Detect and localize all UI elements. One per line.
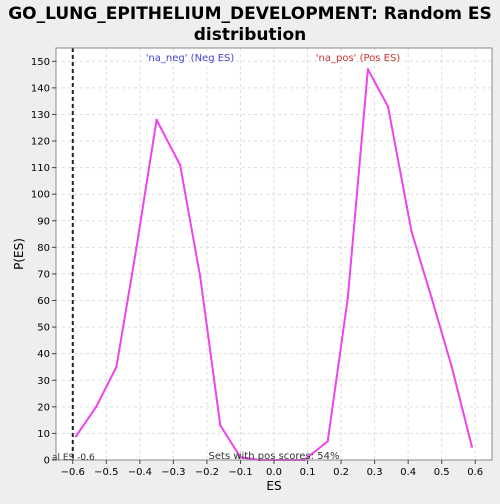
sets-pos-scores-label: Sets with pos scores: 54%: [209, 451, 340, 462]
data-point: [346, 296, 349, 300]
y-tick-label: 70: [37, 269, 50, 280]
y-tick-label: 110: [31, 163, 50, 174]
data-point: [74, 434, 78, 438]
y-tick-label: 100: [31, 190, 50, 201]
data-point: [430, 296, 433, 300]
x-axis: −0.6 −0.5 −0.4 −0.3 −0.2 −0.1 0.0 0.1 0.2 0.3 0.4 0…: [61, 460, 483, 478]
x-tick-label: 0.4: [400, 467, 416, 478]
data-point: [410, 230, 413, 233]
x-tick-label: −0.6: [61, 467, 85, 478]
x-tick-label: 0.5: [434, 467, 450, 478]
y-axis-label: P(ES): [12, 238, 26, 270]
data-point: [366, 68, 370, 71]
data-point: [219, 424, 222, 427]
x-tick-label: −0.5: [94, 467, 118, 478]
y-tick-label: 20: [37, 402, 50, 413]
y-tick-label: 30: [37, 376, 50, 387]
y-tick-label: 130: [31, 110, 50, 121]
y-axis: 0 10 20 30 40 50 60 70 80 90 100 110 120 130 140 150: [31, 57, 56, 467]
y-tick-label: 40: [37, 349, 50, 360]
x-tick-label: −0.2: [195, 467, 219, 478]
data-point: [326, 440, 329, 443]
x-tick-label: 0.3: [367, 467, 383, 478]
y-tick-label: 60: [37, 296, 50, 307]
data-point: [386, 105, 390, 108]
data-point: [155, 118, 158, 121]
x-tick-label: 0.0: [266, 467, 282, 478]
data-point: [239, 456, 242, 459]
y-tick-label: 50: [37, 323, 50, 334]
x-tick-label: 0.2: [333, 467, 349, 478]
x-tick-label: 0.1: [300, 467, 316, 478]
x-tick-label: −0.1: [228, 467, 252, 478]
y-tick-label: 120: [31, 137, 50, 148]
x-axis-label: ES: [266, 479, 281, 493]
x-tick-label: 0.6: [467, 467, 483, 478]
pos-es-label: 'na_pos' (Pos ES): [316, 53, 401, 64]
neg-es-label: 'na_neg' (Neg ES): [146, 53, 235, 64]
grid: [56, 48, 492, 460]
actual-es-label: al ES -0.6: [52, 453, 95, 463]
data-point: [450, 365, 453, 369]
data-point: [95, 405, 98, 409]
y-tick-label: 0: [44, 456, 50, 467]
chart-title-line-2: distribution: [194, 25, 306, 45]
y-tick-label: 80: [37, 243, 50, 254]
y-tick-label: 90: [37, 216, 50, 227]
data-point: [135, 246, 138, 249]
y-tick-label: 140: [31, 83, 50, 94]
y-tick-label: 150: [31, 57, 50, 68]
data-point: [199, 275, 202, 278]
x-tick-label: −0.4: [128, 467, 152, 478]
data-point: [470, 445, 474, 448]
y-tick-label: 10: [37, 429, 50, 440]
chart-title-line-1: GO_LUNG_EPITHELIUM_DEVELOPMENT: Random E…: [8, 4, 492, 24]
data-point: [178, 163, 182, 167]
data-point: [115, 365, 118, 369]
x-tick-label: −0.3: [161, 467, 185, 478]
